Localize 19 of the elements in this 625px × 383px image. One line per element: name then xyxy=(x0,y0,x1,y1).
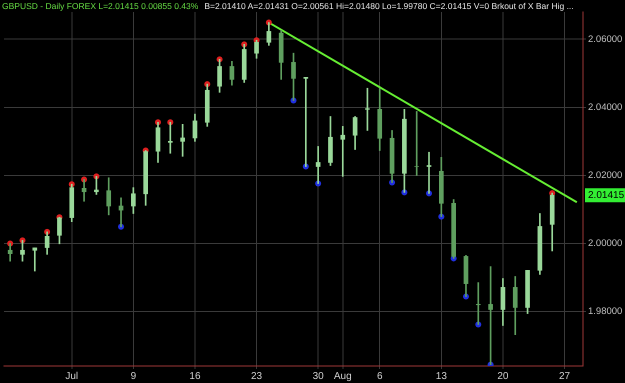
y-tick-label: 2.00000 xyxy=(588,238,622,250)
x-tick-label: Jul xyxy=(65,370,78,382)
x-tick-label: 16 xyxy=(189,370,201,382)
annotation: 2.01415 xyxy=(588,190,625,202)
x-tick-label: 6 xyxy=(376,370,383,382)
candlestick xyxy=(414,111,420,176)
x-tick-label: 13 xyxy=(436,370,448,382)
x-tick-label: 27 xyxy=(558,370,571,382)
chart-subtitle: B=2.01410 A=2.01431 O=2.00561 Hi=2.01480 Lo=1.99780 C=2.01415 V=0 Brkout of X Bar Hig ... xyxy=(204,1,574,11)
x-tick-label: 23 xyxy=(250,370,263,382)
chart-title: GBPUSD - Daily FOREX L=2.01415 0.00855 0.43% xyxy=(2,1,198,11)
x-tick-label: 20 xyxy=(497,370,509,382)
y-tick-label: 2.04000 xyxy=(588,102,622,113)
y-tick-label: 1.98000 xyxy=(588,306,622,318)
y-tick-label: 2.02000 xyxy=(588,170,622,182)
x-tick-label: 30 xyxy=(312,370,324,382)
y-tick-label: 2.06000 xyxy=(588,34,622,45)
x-tick-label: 9 xyxy=(130,370,137,382)
x-tick-label: Aug xyxy=(334,370,352,382)
